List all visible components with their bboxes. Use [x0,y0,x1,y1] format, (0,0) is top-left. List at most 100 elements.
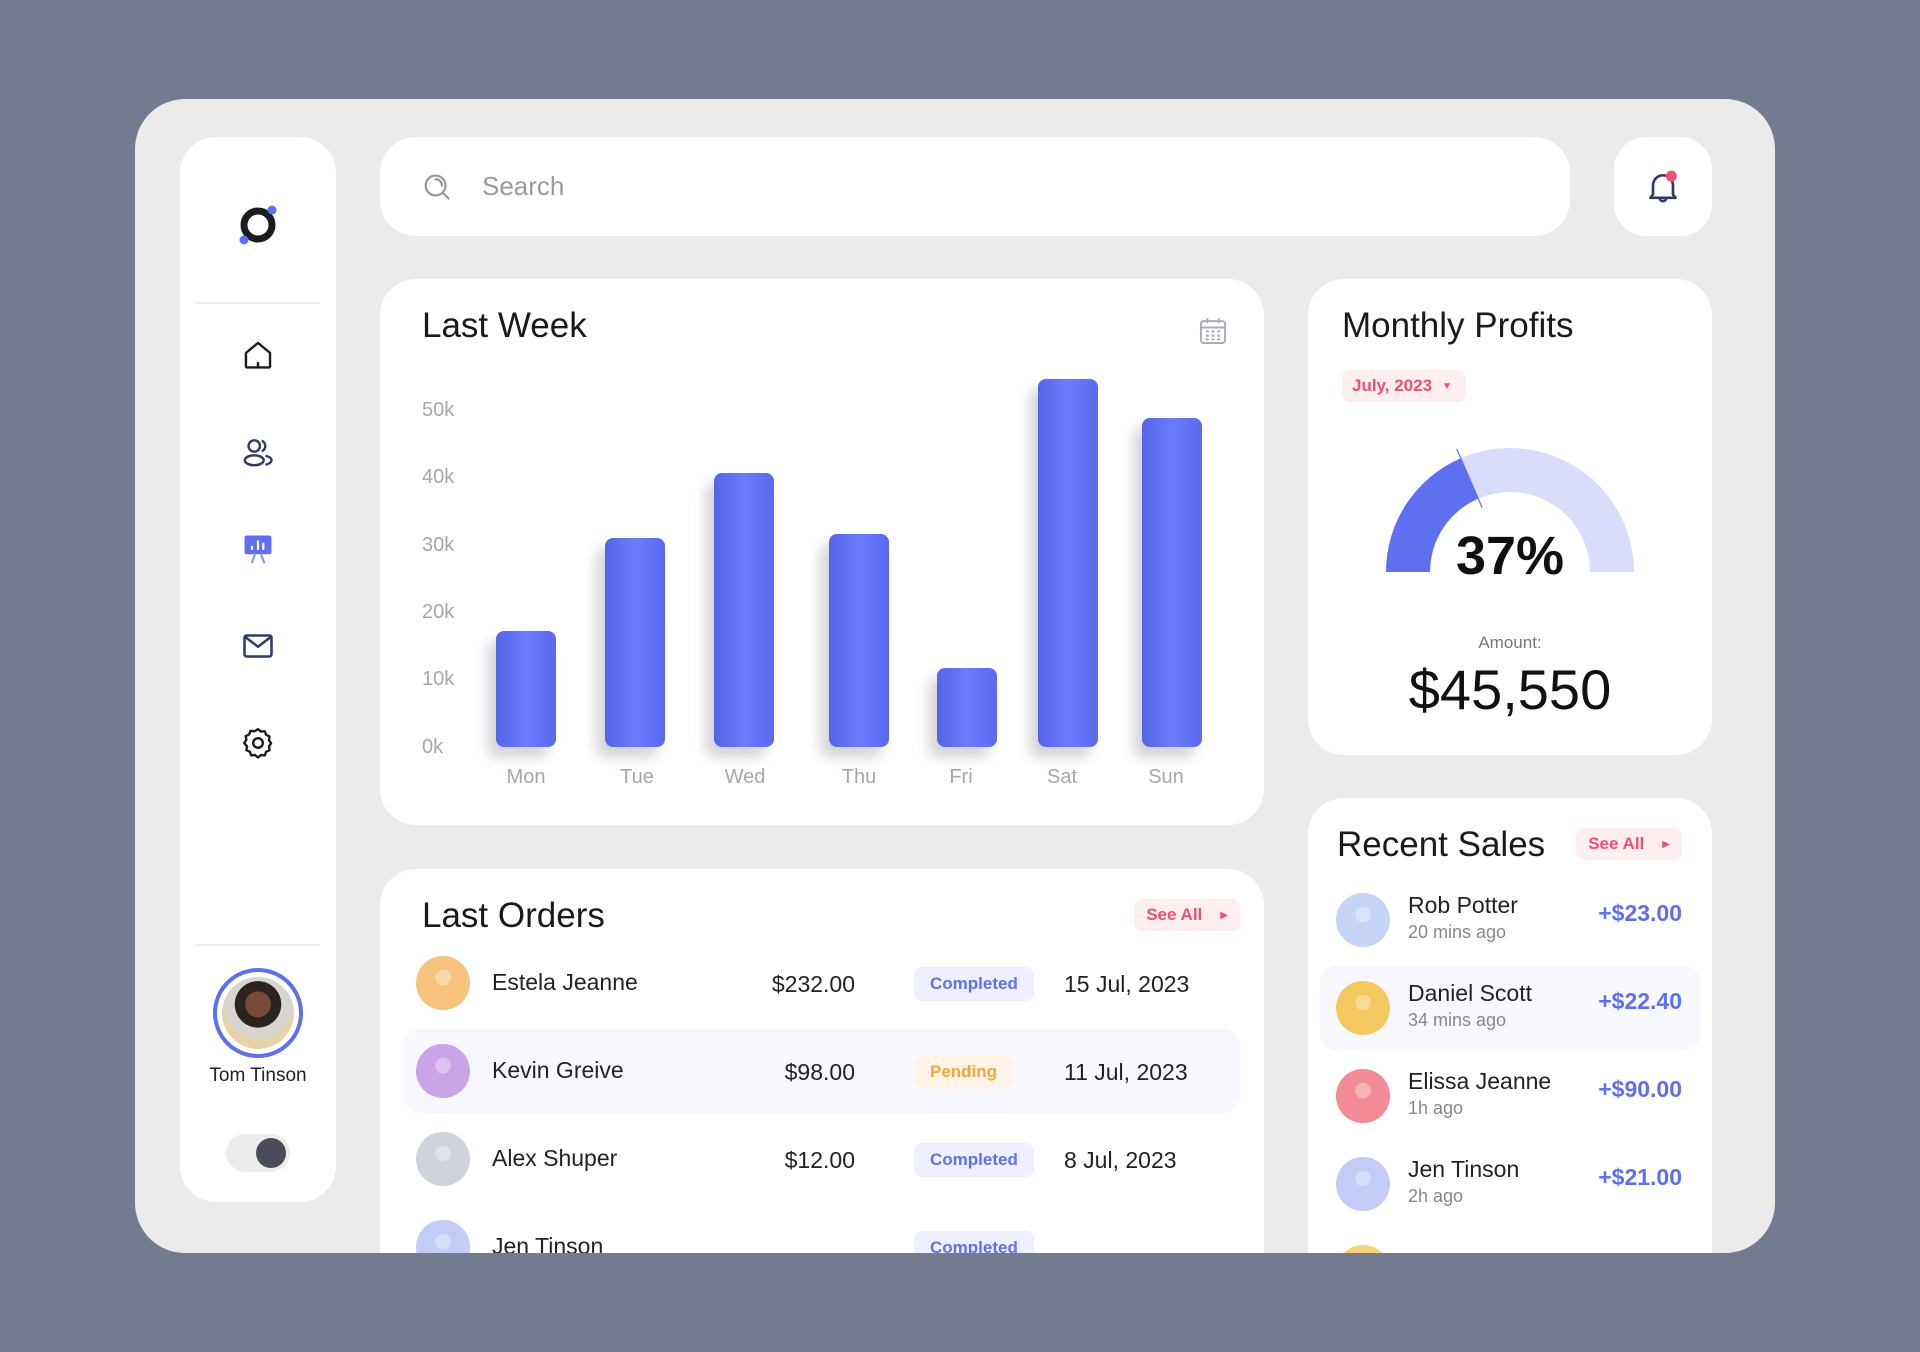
order-row[interactable]: Jen Tinson Completed [404,1205,1240,1253]
last-orders-card: Last Orders See All ▶ Estela Jeanne $232… [380,869,1264,1253]
sale-amount: +$21.00 [1598,1164,1682,1190]
profit-percent: 37% [1455,526,1565,586]
sidebar: Tom Tinson [180,137,336,1202]
sale-customer: Jen Tinson [1408,1156,1520,1182]
caret-right-icon: ▶ [1220,909,1228,921]
order-customer: Jen Tinson [492,1233,604,1253]
x-tick: Thu [841,766,877,788]
avatar [416,1220,470,1253]
sale-time: 1h ago [1408,1098,1464,1118]
sidebar-divider [196,302,320,304]
app-window: Tom Tinson Last Week 50k 40k 30k 20k 10k… [135,99,1775,1253]
y-tick: 10k [422,668,455,690]
x-tick: Sun [1148,766,1184,788]
bar-tue[interactable] [605,537,665,747]
see-all-label: See All [1146,905,1203,924]
sidebar-item-users[interactable] [234,428,282,476]
order-row[interactable]: Alex Shuper $12.00 Completed 8 Jul, 2023 [404,1117,1240,1201]
bar-sun[interactable] [1142,418,1202,747]
sale-time: 2h ago [1408,1186,1464,1206]
x-tick: Mon [506,766,546,788]
ring-logo-icon[interactable] [228,195,288,255]
card-title: Monthly Profits [1342,306,1574,345]
sale-amount: +$23.00 [1598,900,1682,926]
order-customer: Kevin Greive [492,1057,624,1083]
theme-toggle[interactable] [226,1134,290,1172]
x-tick: Wed [724,766,766,788]
users-icon [243,439,273,467]
profit-gauge [1386,448,1634,572]
sale-time: 34 mins ago [1408,1010,1507,1030]
order-date: 11 Jul, 2023 [1064,1059,1188,1085]
gear-icon [243,728,273,759]
avatar [1336,1157,1390,1211]
sidebar-item-analytics[interactable] [234,525,282,573]
user-name: Tom Tinson [209,1065,307,1086]
card-title: Last Week [422,306,587,345]
avatar [1336,981,1390,1035]
order-amount: $98.00 [784,1059,855,1085]
see-all-sales-button[interactable]: See All ▶ [1576,828,1682,860]
bar-wed[interactable] [714,472,774,747]
avatar [416,1132,470,1186]
x-tick: Fri [949,766,973,788]
sale-customer: Rob Potter [1408,892,1518,918]
month-dropdown-value: July, 2023 [1352,376,1433,395]
sale-amount: +$22.40 [1598,988,1682,1014]
avatar [1336,893,1390,947]
avatar [1336,1245,1390,1253]
x-tick: Tue [620,766,654,788]
status-badge: Pending [914,1055,1014,1089]
y-tick: 0k [422,736,444,758]
mail-icon [243,634,273,658]
amount-value: $45,550 [1408,658,1612,721]
search-input[interactable] [482,171,1382,202]
sale-row[interactable]: Daniel Scott 34 mins ago +$22.40 [1320,966,1700,1050]
sale-customer: Daniel Scott [1408,980,1533,1006]
search-icon [424,174,450,200]
calendar-icon[interactable] [1196,314,1230,353]
see-all-label: See All [1588,834,1645,853]
bell-icon [1649,170,1677,202]
avatar [416,1044,470,1098]
presentation-chart-icon [244,535,272,564]
sidebar-item-messages[interactable] [234,622,282,670]
order-date: 15 Jul, 2023 [1064,971,1190,997]
caret-down-icon: ▼ [1442,380,1452,392]
user-avatar[interactable] [213,968,303,1058]
amount-label: Amount: [1478,633,1542,652]
order-row[interactable]: Kevin Greive $98.00 Pending 11 Jul, 2023 [404,1029,1240,1113]
month-dropdown[interactable]: July, 2023 ▼ [1342,370,1466,402]
order-row[interactable]: Estela Jeanne $232.00 Completed 15 Jul, … [404,941,1240,1025]
sale-row[interactable]: Rob Potter 20 mins ago +$23.00 [1320,878,1700,962]
bar-thu[interactable] [829,534,889,747]
order-date: 8 Jul, 2023 [1064,1147,1177,1173]
sale-row[interactable] [1320,1230,1700,1253]
sidebar-item-settings[interactable] [234,719,282,767]
sale-time: 20 mins ago [1408,922,1507,942]
y-tick: 50k [422,399,455,421]
order-customer: Alex Shuper [492,1145,618,1171]
search-bar[interactable] [380,137,1570,236]
see-all-orders-button[interactable]: See All ▶ [1134,899,1240,931]
sale-row[interactable]: Elissa Jeanne 1h ago +$90.00 [1320,1054,1700,1138]
y-tick: 30k [422,534,455,556]
monthly-profits-card: Monthly Profits July, 2023 ▼ 37% Amount:… [1308,279,1712,755]
sidebar-item-home[interactable] [234,331,282,379]
bar-sat[interactable] [1038,378,1098,747]
card-title: Recent Sales [1337,825,1546,864]
status-badge: Completed [914,1231,1034,1253]
sale-customer: Elissa Jeanne [1408,1068,1552,1094]
recent-sales-card: Recent Sales See All ▶ Rob Potter 20 min… [1308,798,1712,1253]
card-title: Last Orders [422,896,605,935]
last-week-card: Last Week 50k 40k 30k 20k 10k 0k Mon Tue… [380,279,1264,825]
bar-mon[interactable] [496,631,556,747]
bar-fri[interactable] [937,667,997,747]
notification-dot [1665,170,1677,182]
notifications-button[interactable] [1614,137,1712,236]
order-customer: Estela Jeanne [492,969,638,995]
sale-row[interactable]: Jen Tinson 2h ago +$21.00 [1320,1142,1700,1226]
status-badge: Completed [914,1143,1034,1177]
status-badge: Completed [914,967,1034,1001]
home-icon [244,341,272,369]
